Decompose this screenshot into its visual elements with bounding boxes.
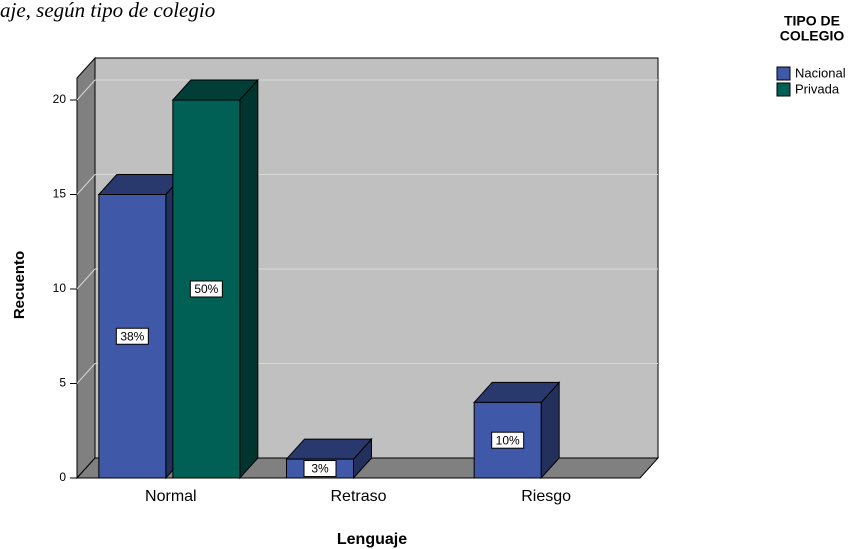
legend-swatch — [776, 82, 791, 97]
y-tick-label: 15 — [53, 187, 67, 201]
y-tick-label: 5 — [59, 376, 66, 390]
y-axis-label: Recuento — [11, 251, 28, 319]
data-label-box — [491, 431, 525, 449]
grid-line — [76, 174, 96, 195]
bar-side — [239, 78, 259, 480]
legend-label: Privada — [795, 81, 840, 96]
x-tick-label: Riesgo — [521, 488, 571, 505]
x-tick-label: Retraso — [330, 488, 386, 505]
y-tick-label: 0 — [59, 470, 66, 484]
legend-title: COLEGIO — [780, 28, 845, 44]
chart-title: aje, según tipo de colegio — [0, 0, 215, 22]
data-label: 3% — [311, 462, 329, 476]
grid-line — [76, 363, 96, 384]
x-axis-label: Lenguaje — [337, 531, 407, 548]
data-label-box — [115, 327, 149, 345]
y-tick-label: 10 — [53, 281, 67, 295]
y-tick-label: 20 — [53, 92, 67, 106]
data-label: 10% — [496, 433, 520, 447]
data-label: 50% — [194, 282, 218, 296]
grid-line — [76, 268, 96, 290]
grid-line — [76, 79, 96, 101]
legend-title: TIPO DE — [784, 13, 840, 29]
data-label-box — [189, 280, 223, 298]
data-label: 38% — [120, 329, 144, 343]
data-label-box — [303, 460, 337, 478]
legend-label: Nacional — [795, 65, 846, 80]
legend-swatch — [776, 66, 791, 81]
side-wall — [76, 56, 96, 480]
x-tick-label: Normal — [145, 488, 197, 505]
